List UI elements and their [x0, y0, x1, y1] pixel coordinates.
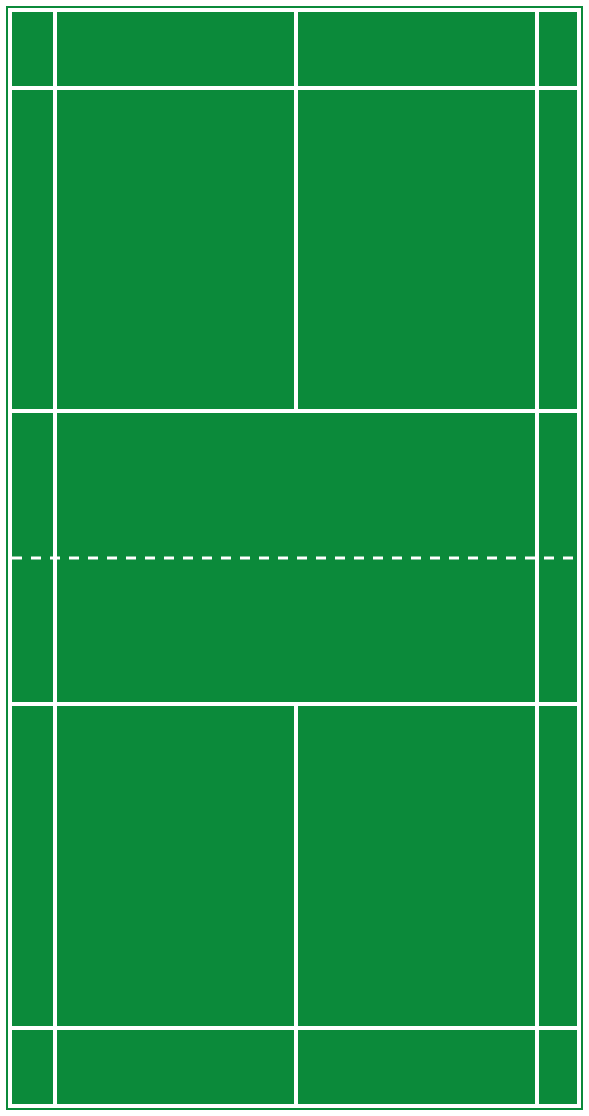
badminton-court-diagram [6, 6, 583, 1110]
court-svg [6, 6, 583, 1110]
